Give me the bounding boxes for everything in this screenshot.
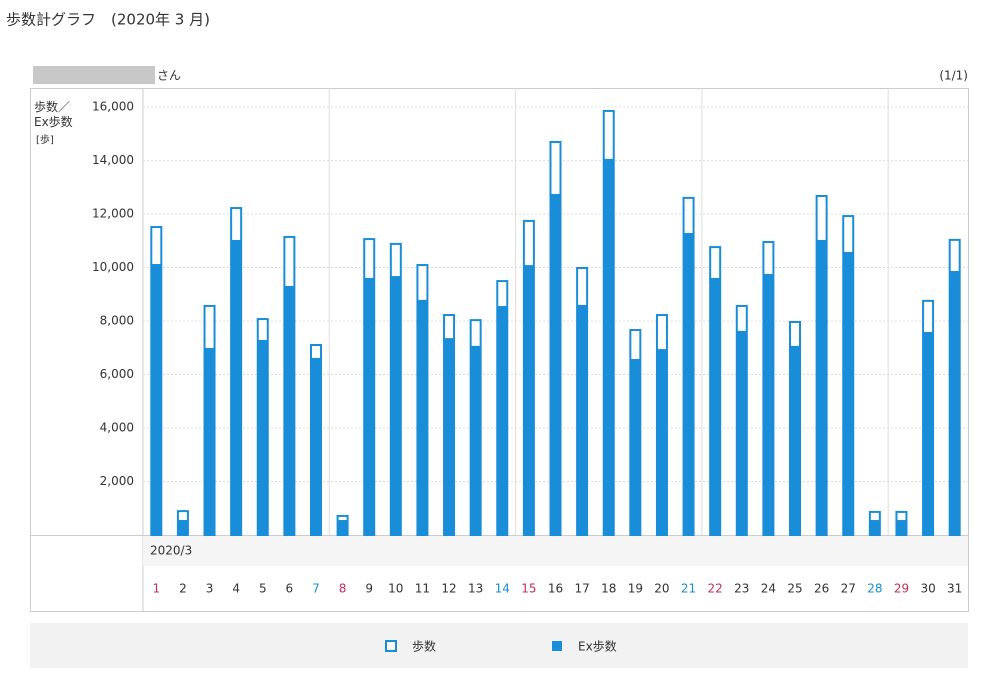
y-tick-label: 16,000 xyxy=(92,100,134,114)
bar xyxy=(177,520,188,535)
bar xyxy=(896,520,907,535)
chart-frame xyxy=(30,88,969,612)
x-tick-label: 20 xyxy=(654,582,669,596)
legend-swatch xyxy=(385,640,397,652)
x-tick-label: 8 xyxy=(339,582,347,596)
x-tick-label: 25 xyxy=(787,582,802,596)
bar xyxy=(683,232,694,535)
y-tick-label: 4,000 xyxy=(100,421,134,435)
bar xyxy=(550,193,561,535)
x-tick-label: 7 xyxy=(312,582,320,596)
bar xyxy=(630,358,641,535)
x-tick-label: 19 xyxy=(628,582,643,596)
y-tick-label: 8,000 xyxy=(100,314,134,328)
y-tick-label: 12,000 xyxy=(92,207,134,221)
bar xyxy=(763,273,774,535)
y-tick-label: 14,000 xyxy=(92,153,134,167)
legend-box xyxy=(30,623,968,668)
bar xyxy=(710,277,721,535)
x-tick-label: 13 xyxy=(468,582,483,596)
bar xyxy=(816,239,827,535)
bar xyxy=(310,357,321,535)
x-tick-label: 21 xyxy=(681,582,696,596)
legend-label: Ex歩数 xyxy=(578,639,617,654)
y-label-box: 歩数／Ex歩数 xyxy=(34,100,73,129)
x-tick-label: 14 xyxy=(495,582,510,596)
bar xyxy=(444,338,455,535)
x-tick-label: 4 xyxy=(232,582,240,596)
x-tick-label: 23 xyxy=(734,582,749,596)
x-tick-label: 24 xyxy=(761,582,776,596)
bar xyxy=(151,264,162,535)
y-tick-label: 6,000 xyxy=(100,367,134,381)
bar xyxy=(949,270,960,535)
x-tick-label: 18 xyxy=(601,582,616,596)
x-tick-label: 9 xyxy=(365,582,373,596)
legend-swatch xyxy=(552,641,562,651)
page-indicator: (1/1) xyxy=(939,69,968,83)
x-tick-label: 31 xyxy=(947,582,962,596)
x-tick-label: 17 xyxy=(574,582,589,596)
x-tick-label: 6 xyxy=(286,582,294,596)
y-axis-label: 歩数／Ex歩数 xyxy=(34,100,73,129)
bar xyxy=(364,277,375,535)
bar xyxy=(337,520,348,535)
x-tick-label: 1 xyxy=(152,582,160,596)
y-unit: [歩] xyxy=(36,133,54,146)
x-tick-label: 27 xyxy=(841,582,856,596)
bar xyxy=(257,339,268,535)
legend-label: 歩数 xyxy=(412,639,436,654)
x-tick-label: 3 xyxy=(206,582,214,596)
bar xyxy=(390,276,401,535)
bar xyxy=(923,331,934,535)
x-tick-label: 28 xyxy=(867,582,882,596)
bar xyxy=(470,345,481,535)
bar xyxy=(523,265,534,535)
x-group-label: 2020/3 xyxy=(150,544,192,558)
bar xyxy=(656,349,667,535)
bar xyxy=(497,306,508,535)
x-tick-label: 2 xyxy=(179,582,187,596)
bar xyxy=(577,304,588,535)
x-tick-label: 12 xyxy=(441,582,456,596)
bar xyxy=(284,285,295,535)
x-tick-label: 22 xyxy=(708,582,723,596)
bar xyxy=(231,239,242,535)
bar xyxy=(869,520,880,535)
x-tick-label: 15 xyxy=(521,582,536,596)
x-tick-label: 11 xyxy=(415,582,430,596)
user-suffix: さん xyxy=(157,69,181,83)
x-tick-label: 26 xyxy=(814,582,829,596)
bar xyxy=(603,158,614,535)
x-group-band xyxy=(143,536,968,566)
bar xyxy=(417,299,428,535)
y-tick-label: 10,000 xyxy=(92,260,134,274)
bar xyxy=(204,348,215,535)
name-mask xyxy=(33,66,155,84)
chart-title: 歩数計グラフ (2020年 3 月) xyxy=(6,11,210,29)
bar xyxy=(736,330,747,535)
bar xyxy=(843,251,854,536)
y-tick-label: 2,000 xyxy=(100,474,134,488)
x-tick-label: 16 xyxy=(548,582,563,596)
bar xyxy=(790,345,801,535)
x-tick-label: 5 xyxy=(259,582,267,596)
x-tick-label: 10 xyxy=(388,582,403,596)
x-tick-label: 30 xyxy=(920,582,935,596)
x-tick-label: 29 xyxy=(894,582,909,596)
